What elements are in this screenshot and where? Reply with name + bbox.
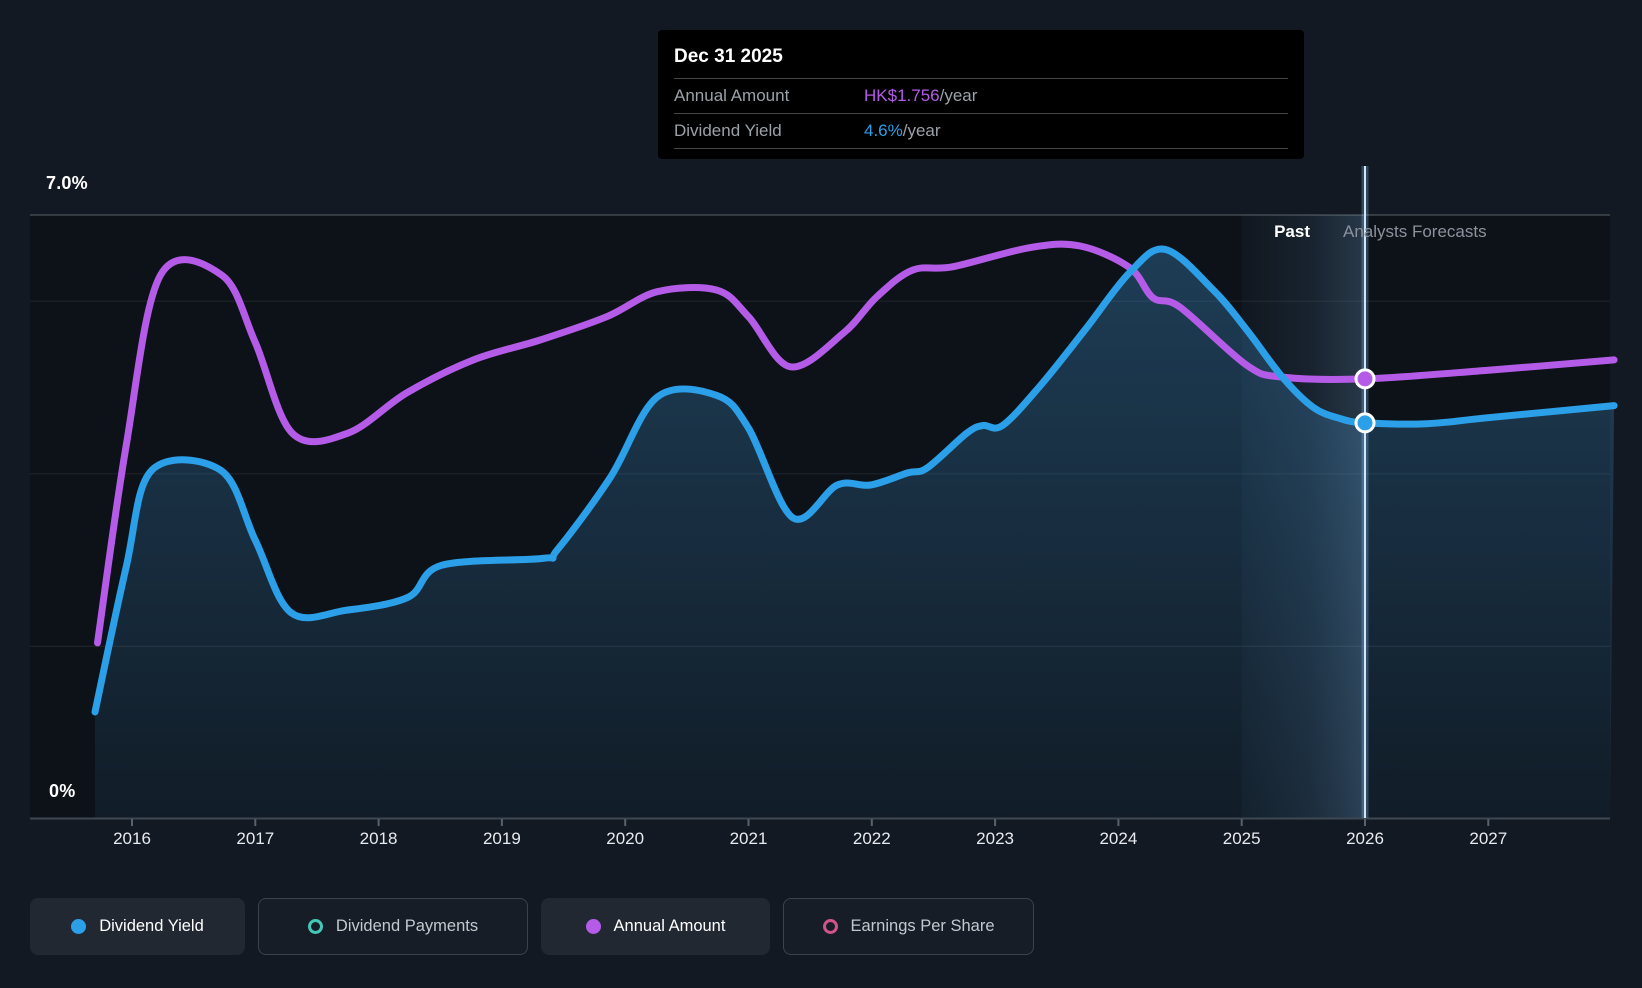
legend-item-earnings-per-share[interactable]: Earnings Per Share (783, 898, 1034, 955)
tooltip-label: Dividend Yield (674, 121, 782, 140)
tooltip-value: 4.6%/year (864, 121, 941, 141)
legend-item-annual-amount[interactable]: Annual Amount (541, 898, 770, 955)
dividend-yield-dot-icon (71, 919, 87, 934)
value-suffix: /year (939, 86, 978, 105)
dividend-yield-value: 4.6% (864, 121, 903, 140)
dividend-yield-area (95, 248, 1615, 818)
x-axis-label-2023: 2023 (976, 829, 1014, 848)
legend-label: Annual Amount (613, 917, 726, 935)
y-axis-max-label: 7.0% (46, 173, 88, 193)
annual-amount-cursor-dot[interactable] (1354, 368, 1376, 390)
y-axis-min-label: 0% (49, 781, 76, 801)
tooltip-value: HK$1.756/year (864, 86, 977, 106)
tooltip-row-annual-amount: Annual Amount HK$1.756/year (674, 78, 1288, 113)
annual-amount-line (94, 240, 1618, 647)
legend-label: Earnings Per Share (850, 917, 995, 935)
x-axis-label-2022: 2022 (852, 829, 891, 848)
dividend-yield-line (91, 245, 1618, 716)
x-axis-label-2025: 2025 (1222, 829, 1261, 848)
x-axis-label-2020: 2020 (606, 829, 645, 848)
chart-tooltip: Dec 31 2025 Annual Amount HK$1.756/year … (658, 30, 1304, 159)
legend-label: Dividend Payments (335, 917, 479, 935)
legend-item-dividend-yield[interactable]: Dividend Yield (30, 898, 245, 955)
analysts-forecasts-label: Analysts Forecasts (1343, 222, 1487, 241)
earnings-per-share-ring-icon (822, 919, 838, 934)
tooltip-label: Annual Amount (674, 86, 790, 105)
chart-legend: Dividend Yield Dividend Payments Annual … (30, 898, 1034, 955)
legend-label: Dividend Yield (99, 917, 204, 935)
annual-amount-value: HK$1.756 (864, 86, 940, 105)
tooltip-bottom-rule (674, 148, 1288, 149)
annual-amount-dot-icon (585, 919, 601, 934)
x-axis-label-2026: 2026 (1346, 829, 1384, 848)
tooltip-row-dividend-yield: Dividend Yield 4.6%/year (674, 113, 1288, 148)
legend-item-dividend-payments[interactable]: Dividend Payments (258, 898, 528, 955)
x-axis-label-2021: 2021 (729, 829, 768, 848)
x-axis-label-2016: 2016 (113, 829, 151, 848)
x-axis-label-2024: 2024 (1099, 829, 1138, 848)
x-axis-label-2019: 2019 (482, 829, 521, 848)
x-axis: 2016 2017 2018 2019 2020 2021 2022 2023 2024 2025… (0, 829, 1642, 853)
x-axis-label-2018: 2018 (359, 829, 398, 848)
past-highlight-band (1241, 215, 1365, 818)
dividend-yield-cursor-dot[interactable] (1354, 412, 1376, 434)
past-label: Past (1274, 222, 1310, 241)
dividend-payments-ring-icon (307, 919, 323, 934)
x-axis-label-2017: 2017 (236, 829, 275, 848)
x-axis-label-2027: 2027 (1469, 829, 1508, 848)
value-suffix: /year (902, 121, 941, 140)
tooltip-date: Dec 31 2025 (674, 46, 783, 67)
